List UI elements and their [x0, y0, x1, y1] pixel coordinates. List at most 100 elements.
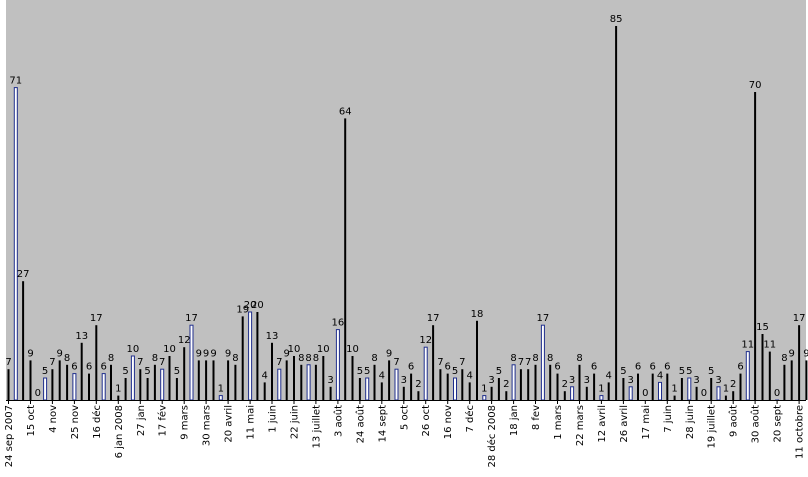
- bar: [754, 92, 757, 400]
- x-tick-label: 7 déc: [464, 405, 476, 433]
- data-label: 1: [598, 384, 604, 395]
- data-label: 5: [679, 366, 685, 377]
- data-label: 6: [445, 362, 451, 373]
- bar: [423, 346, 428, 401]
- bar: [402, 386, 405, 400]
- data-label: 27: [17, 269, 30, 280]
- bar: [380, 382, 383, 400]
- x-tick-label: 16 nov: [443, 405, 454, 439]
- x-tick-label: 1 juin: [268, 405, 279, 433]
- bar: [439, 369, 442, 400]
- data-label: 6: [650, 362, 656, 373]
- data-label: 7: [459, 357, 465, 368]
- bar: [329, 386, 332, 400]
- data-label: 7: [49, 357, 55, 368]
- data-label: 1: [723, 384, 729, 395]
- bar: [468, 382, 471, 400]
- x-tick-label: 24 sep 2007: [4, 405, 15, 467]
- x-tick-label: 13 juillet: [311, 405, 322, 449]
- data-label: 5: [144, 366, 150, 377]
- data-label: 1: [671, 384, 677, 395]
- bar: [505, 391, 508, 400]
- data-label: 15: [756, 322, 769, 333]
- bar: [248, 311, 253, 401]
- bar: [146, 378, 149, 400]
- data-label: 12: [178, 335, 191, 346]
- bar: [124, 378, 127, 400]
- x-tick-label: 11 octobre: [795, 405, 806, 459]
- bar: [13, 87, 18, 401]
- data-label: 10: [288, 344, 301, 355]
- data-label: 18: [471, 309, 484, 320]
- data-label: 0: [642, 388, 648, 399]
- bar: [256, 312, 259, 400]
- data-label: 5: [174, 366, 180, 377]
- data-label: 6: [71, 362, 77, 373]
- data-label: 10: [127, 344, 140, 355]
- data-label: 6: [408, 362, 414, 373]
- x-tick-label: 6 jan 2008: [114, 405, 125, 458]
- bar: [88, 373, 90, 400]
- data-label: 9: [284, 348, 290, 359]
- data-label: 5: [364, 366, 370, 377]
- data-label: 2: [730, 379, 736, 390]
- data-label: 2: [562, 379, 568, 390]
- data-label: 0: [35, 388, 41, 399]
- bar: [768, 351, 771, 400]
- data-label: 2: [415, 379, 421, 390]
- data-label: 64: [339, 106, 352, 117]
- data-label: 7: [437, 357, 443, 368]
- bar: [241, 316, 244, 400]
- data-label: 9: [789, 348, 795, 359]
- data-label: 4: [262, 370, 268, 381]
- x-tick-label: 9 août: [728, 405, 740, 437]
- bar: [197, 360, 200, 400]
- data-label: 4: [657, 370, 663, 381]
- bar: [358, 378, 361, 400]
- bar: [110, 364, 112, 400]
- x-tick-label: 20 sept: [773, 405, 784, 443]
- bar: [394, 368, 399, 401]
- bar: [761, 334, 764, 400]
- data-label: 7: [5, 357, 11, 368]
- bar: [519, 369, 522, 400]
- bar: [168, 356, 171, 400]
- data-label: 71: [9, 76, 22, 87]
- data-label: 8: [781, 353, 787, 364]
- bar: [285, 360, 288, 400]
- bar: [432, 325, 435, 400]
- data-label: 4: [467, 370, 473, 381]
- x-tick-label: 15 oct: [26, 405, 37, 437]
- bar: [798, 325, 801, 400]
- data-label: 20: [251, 300, 264, 311]
- bar: [593, 373, 596, 400]
- data-label: 7: [525, 357, 531, 368]
- x-tick-label: 11 mai: [246, 405, 257, 440]
- data-label: 3: [401, 375, 407, 386]
- bar: [205, 360, 208, 400]
- x-tick-label: 22 mars: [575, 405, 586, 446]
- bar: [212, 360, 215, 400]
- bar: [490, 386, 493, 400]
- bar: [680, 378, 683, 400]
- x-tick-label: 27 jan: [136, 405, 147, 436]
- data-label: 1: [115, 384, 121, 395]
- data-label: 8: [232, 353, 238, 364]
- data-label: 7: [393, 357, 399, 368]
- bar: [628, 386, 633, 401]
- data-label: 3: [569, 375, 575, 386]
- bar: [227, 360, 230, 400]
- x-tick-label: 25 nov: [70, 405, 81, 439]
- data-label: 0: [701, 388, 707, 399]
- data-label: 1: [481, 384, 487, 395]
- bar: [365, 377, 370, 401]
- x-tick-label: 1 mars: [553, 405, 564, 440]
- bar: [183, 347, 186, 400]
- data-label: 8: [510, 353, 516, 364]
- bar: [388, 360, 391, 400]
- x-tick-label: 9 mars: [180, 405, 191, 440]
- data-label: 1: [218, 384, 224, 395]
- bar: [29, 360, 32, 400]
- data-label: 5: [708, 366, 714, 377]
- bar: [234, 364, 237, 400]
